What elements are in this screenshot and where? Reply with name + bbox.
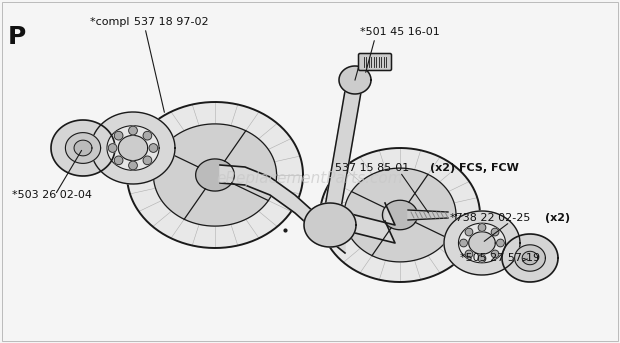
Circle shape bbox=[478, 224, 486, 231]
Polygon shape bbox=[408, 210, 448, 220]
Polygon shape bbox=[320, 148, 480, 282]
Circle shape bbox=[491, 228, 499, 236]
Text: P: P bbox=[8, 25, 26, 49]
Text: 537 18 97-02: 537 18 97-02 bbox=[134, 17, 208, 27]
Polygon shape bbox=[522, 251, 538, 265]
Circle shape bbox=[465, 228, 473, 236]
Polygon shape bbox=[335, 203, 395, 243]
Polygon shape bbox=[339, 66, 371, 94]
Polygon shape bbox=[74, 140, 92, 156]
Text: *503 26 02-04: *503 26 02-04 bbox=[12, 190, 92, 200]
Circle shape bbox=[478, 255, 486, 262]
Circle shape bbox=[129, 126, 137, 135]
Polygon shape bbox=[127, 102, 303, 248]
Circle shape bbox=[465, 250, 473, 258]
Polygon shape bbox=[502, 234, 558, 282]
Polygon shape bbox=[383, 200, 418, 230]
Polygon shape bbox=[196, 159, 234, 191]
Circle shape bbox=[114, 131, 123, 140]
Circle shape bbox=[143, 156, 152, 165]
Text: (x2): (x2) bbox=[545, 213, 570, 223]
Circle shape bbox=[149, 144, 157, 152]
Text: *501 45 16-01: *501 45 16-01 bbox=[360, 27, 440, 37]
Polygon shape bbox=[444, 211, 520, 275]
Polygon shape bbox=[308, 207, 352, 243]
Circle shape bbox=[108, 144, 117, 152]
Polygon shape bbox=[344, 168, 456, 262]
Text: (x2) FCS, FCW: (x2) FCS, FCW bbox=[430, 163, 519, 173]
Polygon shape bbox=[118, 135, 148, 161]
Text: *738 22 02-25: *738 22 02-25 bbox=[450, 213, 534, 223]
Polygon shape bbox=[515, 245, 546, 271]
Circle shape bbox=[143, 131, 152, 140]
Circle shape bbox=[460, 239, 467, 247]
Polygon shape bbox=[304, 203, 356, 247]
Polygon shape bbox=[107, 126, 159, 170]
Polygon shape bbox=[51, 120, 115, 176]
Polygon shape bbox=[153, 124, 277, 226]
Circle shape bbox=[497, 239, 504, 247]
Text: *505 27 57-19: *505 27 57-19 bbox=[460, 253, 540, 263]
Polygon shape bbox=[65, 133, 100, 163]
Polygon shape bbox=[322, 79, 363, 226]
Circle shape bbox=[491, 250, 499, 258]
Polygon shape bbox=[458, 223, 505, 263]
Text: 537 15 85-01: 537 15 85-01 bbox=[335, 163, 413, 173]
Text: eReplacementParts.com: eReplacementParts.com bbox=[216, 171, 404, 186]
Text: *compl: *compl bbox=[90, 17, 133, 27]
Circle shape bbox=[114, 156, 123, 165]
Polygon shape bbox=[220, 165, 345, 253]
FancyBboxPatch shape bbox=[358, 54, 391, 71]
Polygon shape bbox=[469, 232, 495, 254]
Polygon shape bbox=[91, 112, 175, 184]
Circle shape bbox=[129, 161, 137, 170]
